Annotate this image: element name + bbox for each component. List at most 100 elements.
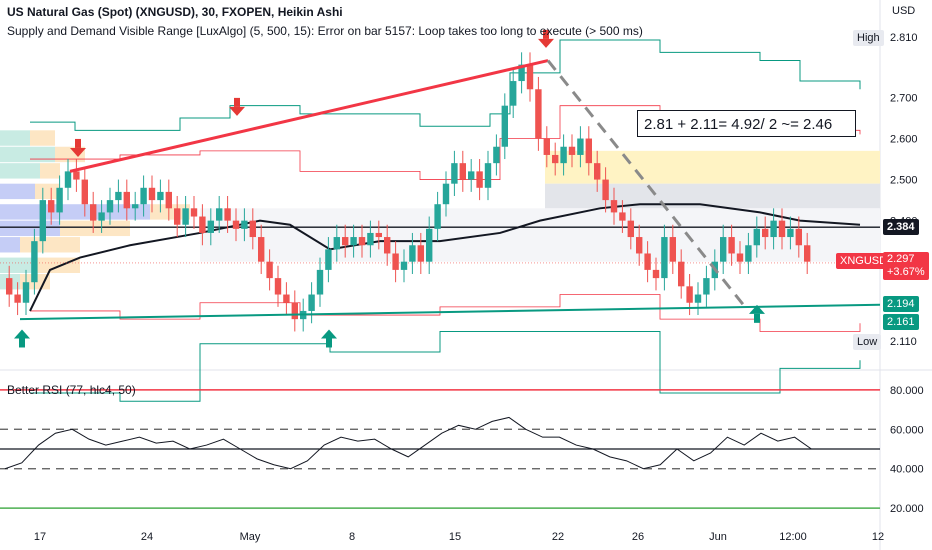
candle-body <box>434 204 441 229</box>
candle-body <box>627 220 634 238</box>
time-axis-tick: 24 <box>141 531 153 543</box>
candle-body <box>342 237 349 246</box>
candle-body <box>115 191 122 201</box>
high-value-tag: 2.810 <box>890 32 918 44</box>
annotation-box[interactable]: 2.81 + 2.11= 4.92/ 2 ~= 2.46 <box>637 110 856 137</box>
arrow-head <box>14 329 30 339</box>
candle-body <box>535 89 542 139</box>
candle-body <box>795 228 802 246</box>
time-axis-tick: 12:00 <box>779 531 807 543</box>
candle-body <box>199 216 206 233</box>
volume-profile-bar-secondary <box>60 220 130 237</box>
green-trendline <box>19 303 881 321</box>
arrow-head <box>70 147 86 157</box>
candle-body <box>165 191 172 209</box>
candle-body <box>384 237 391 254</box>
candle-body <box>358 237 366 246</box>
candle-body <box>39 200 46 242</box>
change-percent: +3.67% <box>887 266 925 278</box>
candle-body <box>190 208 198 217</box>
candle-body <box>367 232 374 246</box>
candle-body <box>241 220 248 229</box>
rsi-indicator-label[interactable]: Better RSI (77, hlc4, 50) <box>7 383 136 397</box>
candle-body <box>333 237 340 250</box>
candle-body <box>468 171 475 180</box>
candle-body <box>652 269 660 279</box>
candle-body <box>476 171 483 188</box>
dashed-projection-line <box>546 59 747 308</box>
candle-body <box>22 282 30 303</box>
arrow-marker <box>70 138 86 157</box>
price-axis-tick: 2.500 <box>890 175 918 187</box>
candle-body <box>174 208 181 225</box>
candle-body <box>518 64 525 82</box>
candle-body <box>568 146 576 155</box>
arrow-marker <box>749 304 765 323</box>
poc-price-tag: 2.384 <box>883 219 919 235</box>
candle-body <box>140 187 147 205</box>
candle-body <box>669 237 676 262</box>
candle-body <box>552 154 559 164</box>
low-value-tag: 2.110 <box>890 336 917 348</box>
time-axis-tick: 22 <box>552 531 564 543</box>
price-axis-tick: 2.700 <box>890 92 918 104</box>
arrow-marker <box>14 329 30 348</box>
candle-body <box>56 187 63 213</box>
candle-body <box>375 232 382 238</box>
candle-body <box>560 146 567 164</box>
arrow-shaft <box>326 338 332 348</box>
candle-body <box>48 200 55 213</box>
arrow-shaft <box>75 138 81 148</box>
volume-profile-bar-secondary <box>20 237 80 253</box>
candle-body <box>106 200 114 213</box>
indicator-label[interactable]: Supply and Demand Visible Range [LuxAlgo… <box>7 24 643 38</box>
candle-body <box>157 191 164 201</box>
volume-profile-bar <box>0 237 20 253</box>
candle-body <box>753 228 760 246</box>
price-axis-tick: 2.600 <box>890 134 918 146</box>
candle-body <box>526 64 534 90</box>
candle-body <box>694 294 702 303</box>
time-axis-tick: 17 <box>34 531 46 543</box>
time-axis-tick: 26 <box>632 531 644 543</box>
candle-body <box>745 245 752 262</box>
arrow-shaft <box>754 313 760 323</box>
currency-label: USD <box>892 5 916 17</box>
volume-profile-bar-secondary <box>40 163 60 179</box>
candle-body <box>543 138 550 155</box>
candle-body <box>132 204 139 209</box>
rsi-axis-tick: 40.000 <box>890 464 924 476</box>
candle-body <box>804 245 811 262</box>
candle-body <box>770 220 777 238</box>
candle-body <box>636 237 643 254</box>
candle-body <box>644 253 651 270</box>
average-line <box>29 203 861 312</box>
rsi-axis-tick: 60.000 <box>890 424 924 436</box>
red-trendline <box>69 59 549 173</box>
arrow-head <box>321 329 337 339</box>
candle-body <box>610 200 618 213</box>
lower-green-band <box>30 330 861 402</box>
supply-zone-lower <box>545 183 880 209</box>
candle-body <box>308 294 315 311</box>
candle-body <box>291 302 298 320</box>
candle-body <box>442 183 450 205</box>
candle-body <box>778 220 786 238</box>
time-axis-tick: 8 <box>349 531 355 543</box>
candle-body <box>216 208 223 221</box>
candle-body <box>283 294 290 303</box>
candle-body <box>736 253 744 262</box>
last-price-value: 2.297 <box>887 253 915 265</box>
candle-body <box>207 220 214 233</box>
volume-profile-bar <box>0 257 35 273</box>
arrow-marker <box>229 97 245 116</box>
candle-body <box>728 237 735 254</box>
candle-body <box>123 191 130 209</box>
candle-body <box>493 146 500 164</box>
high-tag: High <box>853 30 884 46</box>
candle-body <box>510 81 517 106</box>
candle-body <box>594 163 601 180</box>
symbol-title[interactable]: US Natural Gas (Spot) (XNGUSD), 30, FXOP… <box>7 5 343 19</box>
candle-body <box>249 220 256 238</box>
